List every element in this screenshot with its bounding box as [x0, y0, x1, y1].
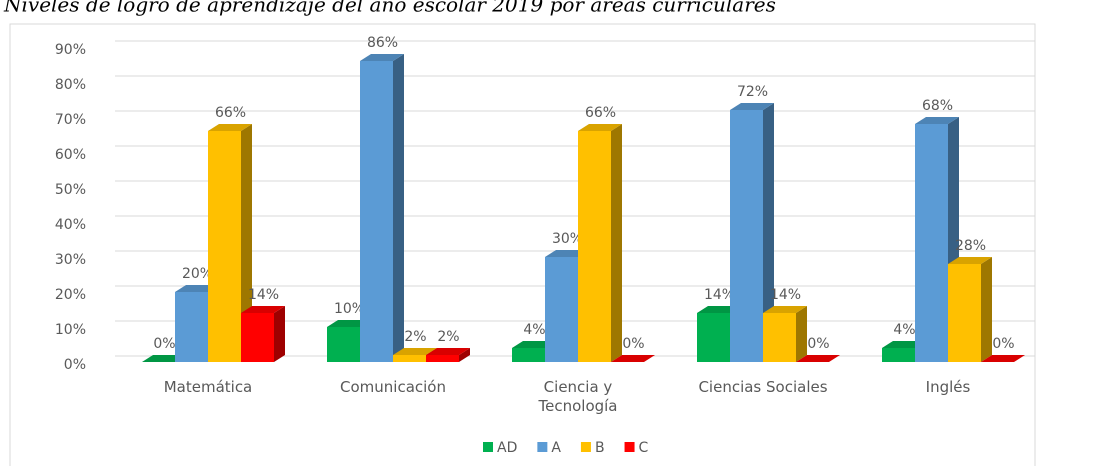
data-label: 72% — [737, 84, 768, 100]
y-tick-label: 30% — [55, 252, 86, 268]
y-tick-label: 0% — [64, 357, 86, 373]
data-label: 20% — [182, 266, 213, 282]
bar-side — [393, 54, 404, 362]
data-label: 2% — [437, 329, 459, 345]
data-label: 10% — [334, 301, 365, 317]
data-label: 68% — [922, 98, 953, 114]
bar-top — [981, 355, 1025, 362]
legend-label: AD — [497, 440, 517, 456]
legend-swatch — [483, 442, 493, 452]
bar-side — [763, 103, 774, 362]
data-label: 0% — [153, 336, 175, 352]
legend-swatch — [537, 442, 548, 452]
x-tick-label: Ciencia y Tecnología — [538, 378, 618, 415]
data-label: 86% — [367, 35, 398, 51]
legend-swatch — [580, 442, 591, 452]
data-label: 66% — [585, 105, 616, 121]
bar — [578, 131, 611, 362]
bar-top — [763, 306, 807, 313]
legend-label: B — [595, 440, 605, 456]
bar — [512, 348, 545, 362]
bar — [545, 257, 578, 362]
x-tick-label: Ciencias Sociales — [698, 378, 828, 396]
bar-top — [611, 355, 655, 362]
bar — [948, 264, 981, 362]
bar-top — [578, 124, 622, 131]
bar — [175, 292, 208, 362]
y-tick-label: 20% — [55, 287, 86, 303]
bar — [730, 110, 763, 362]
data-label: 30% — [552, 231, 583, 247]
data-label: 66% — [215, 105, 246, 121]
bar — [393, 355, 426, 362]
bar-top — [208, 124, 252, 131]
bar-side — [459, 348, 470, 362]
bar-side — [981, 257, 992, 362]
bar — [327, 327, 360, 362]
data-label: 2% — [404, 329, 426, 345]
data-label: 0% — [992, 336, 1014, 352]
data-label: 4% — [523, 322, 545, 338]
bar-top — [393, 348, 437, 355]
bar — [208, 131, 241, 362]
data-label: 14% — [770, 287, 801, 303]
data-label: 0% — [807, 336, 829, 352]
bar — [915, 124, 948, 362]
chart-title: Niveles de logro de aprendizaje del año … — [3, 0, 776, 17]
bar — [360, 61, 393, 362]
bar-side — [241, 124, 252, 362]
bar-top — [915, 117, 959, 124]
bar-side — [274, 306, 285, 362]
bar-top — [948, 257, 992, 264]
bar-side — [796, 306, 807, 362]
bar — [426, 355, 459, 362]
data-label: 14% — [704, 287, 735, 303]
data-label: 14% — [248, 287, 279, 303]
chart-frame — [9, 23, 1036, 466]
y-tick-label: 90% — [55, 42, 86, 58]
bar-top — [796, 355, 840, 362]
legend-label: A — [551, 440, 561, 456]
data-label: 4% — [893, 322, 915, 338]
data-label: 0% — [622, 336, 644, 352]
bar — [882, 348, 915, 362]
y-tick-label: 80% — [55, 77, 86, 93]
y-tick-label: 10% — [55, 322, 86, 338]
y-tick-label: 40% — [55, 217, 86, 233]
bar-top — [730, 103, 774, 110]
bar-top — [241, 306, 285, 313]
bar-side — [611, 124, 622, 362]
legend-label: C — [639, 440, 649, 456]
bar — [241, 313, 274, 362]
bar-top — [360, 54, 404, 61]
x-tick-label: Matemática — [163, 378, 253, 396]
y-tick-label: 70% — [55, 112, 86, 128]
bar — [763, 313, 796, 362]
bar-top — [426, 348, 470, 355]
bar — [697, 313, 730, 362]
data-label: 28% — [955, 238, 986, 254]
x-tick-label: Comunicación — [340, 378, 446, 396]
x-tick-label: Inglés — [925, 378, 971, 396]
legend-swatch — [624, 442, 635, 452]
y-tick-label: 60% — [55, 147, 86, 163]
y-tick-label: 50% — [55, 182, 86, 198]
